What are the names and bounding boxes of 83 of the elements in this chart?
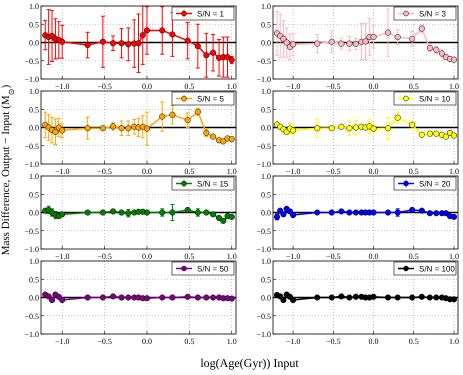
x-tick-label: 1.0	[226, 337, 237, 346]
x-tick-label: 1.0	[226, 82, 237, 91]
y-tick-label: 0.5	[261, 275, 271, 284]
x-tick-label: −0.5	[97, 82, 112, 91]
y-tick-label: −0.5	[24, 142, 39, 151]
y-tick-label: 0.0	[29, 124, 39, 132]
x-tick-label: −1.0	[54, 337, 70, 346]
x-tick-label: 0.5	[184, 252, 194, 261]
y-tick-label: −1.0	[256, 245, 271, 254]
x-tick-label: −1.0	[54, 167, 70, 176]
legend-label: S/N = 10	[419, 94, 451, 104]
x-tick-label: 1.0	[448, 82, 459, 91]
legend-label: S/N = 20	[419, 180, 451, 188]
x-tick-label: −1.0	[286, 82, 300, 91]
y-tick-label: 0.5	[29, 105, 39, 114]
x-tick-label: 0.5	[408, 337, 419, 346]
y-tick-label: −1.0	[24, 160, 39, 169]
y-tick-label: 0.5	[261, 105, 271, 114]
y-tick-label: −1.0	[24, 330, 39, 339]
y-tick-label: −1.0	[24, 245, 39, 254]
x-tick-label: 1.0	[226, 167, 237, 176]
x-tick-label: −0.5	[326, 337, 341, 346]
y-tick-label: −0.5	[256, 142, 271, 151]
x-tick-label: 0.5	[184, 337, 194, 346]
legend-label: S/N = 100	[419, 264, 456, 274]
y-tick-label: −1.0	[256, 75, 271, 84]
y-tick-label: −0.5	[256, 56, 271, 66]
x-tick-label: −0.5	[97, 252, 112, 261]
x-tick-label: 0.0	[368, 337, 379, 346]
x-tick-label: 0.0	[368, 82, 379, 91]
legend-label: S/N = 1	[197, 10, 224, 18]
y-tick-label: −0.5	[24, 56, 39, 66]
y-tick-label: 0.0	[29, 294, 39, 302]
x-tick-label: 0.5	[408, 167, 419, 176]
y-tick-label: 1.0	[261, 2, 271, 11]
y-tick-label: 0.0	[29, 208, 39, 218]
x-tick-label: 1.0	[448, 167, 459, 176]
y-tick-label: 0.5	[261, 190, 271, 200]
x-tick-label: 1.0	[448, 252, 459, 261]
x-tick-label: −0.5	[326, 252, 341, 261]
x-tick-label: −1.0	[54, 82, 70, 91]
y-tick-label: 0.5	[29, 20, 39, 30]
x-tick-label: 0.0	[142, 82, 152, 91]
y-tick-label: 0.0	[29, 38, 39, 48]
x-tick-label: −0.5	[97, 337, 112, 346]
y-tick-label: 0.0	[261, 124, 271, 132]
y-tick-label: −0.5	[24, 312, 39, 321]
y-tick-label: −1.0	[24, 75, 39, 84]
y-tick-label: −1.0	[256, 160, 271, 169]
x-tick-label: 0.5	[184, 167, 194, 176]
x-tick-label: 1.0	[226, 252, 237, 261]
x-tick-label: 0.0	[368, 252, 379, 261]
x-tick-label: 0.0	[368, 167, 379, 176]
x-tick-label: −0.5	[97, 167, 112, 176]
x-tick-label: 1.0	[448, 337, 459, 346]
x-tick-label: 0.0	[142, 337, 152, 346]
y-tick-label: −1.0	[256, 330, 271, 339]
x-tick-label: 0.0	[142, 252, 152, 261]
x-tick-label: 0.0	[142, 167, 152, 176]
y-tick-label: −0.5	[24, 226, 39, 236]
legend-label: S/N = 15	[197, 180, 229, 188]
y-tick-label: 0.5	[29, 275, 39, 284]
x-axis-title: log(Age(Gyr)) Input	[200, 356, 300, 370]
y-tick-label: −0.5	[256, 312, 271, 321]
x-tick-label: −1.0	[54, 252, 70, 261]
y-tick-label: −0.5	[256, 226, 271, 236]
x-tick-label: −1.0	[286, 167, 300, 176]
x-tick-label: −1.0	[286, 337, 300, 346]
legend-label: S/N = 3	[419, 10, 446, 18]
y-tick-label: 0.5	[261, 20, 271, 30]
y-tick-label: 0.0	[261, 38, 271, 48]
y-tick-label: 1.0	[29, 2, 39, 11]
legend-label: S/N = 5	[197, 94, 224, 104]
y-tick-label: 0.5	[29, 190, 39, 200]
x-tick-label: −1.0	[286, 252, 300, 261]
x-tick-label: −0.5	[326, 82, 341, 91]
x-tick-label: −0.5	[326, 167, 341, 176]
y-tick-label: 0.0	[261, 294, 271, 302]
y-tick-label: 0.0	[261, 208, 271, 218]
legend-label: S/N = 50	[197, 264, 229, 274]
x-tick-label: 0.5	[184, 82, 194, 91]
x-tick-label: 0.5	[408, 82, 419, 91]
x-tick-label: 0.5	[408, 252, 419, 261]
